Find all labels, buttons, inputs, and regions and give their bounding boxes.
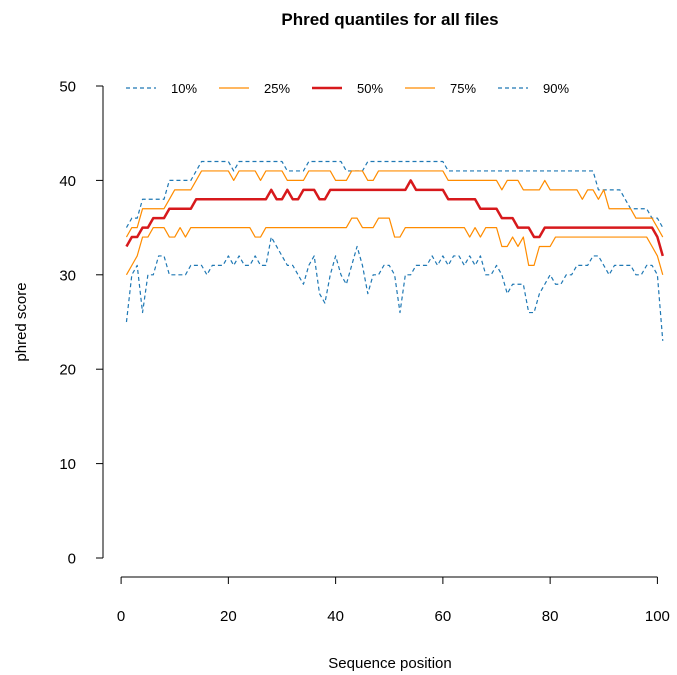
y-tick-label: 0: [68, 551, 76, 568]
legend: 10% 25% 50% 75% 90%: [126, 81, 569, 96]
y-tick-label: 30: [59, 267, 76, 284]
x-axis: 0 20 40 60 80 100: [117, 576, 670, 625]
x-tick-label: 20: [220, 608, 237, 625]
x-tick-label: 80: [542, 608, 559, 625]
series-line-10pct: [125, 236, 664, 341]
legend-label: 25%: [264, 81, 290, 96]
y-axis-label: phred score: [13, 282, 30, 361]
x-tick-label: 0: [117, 608, 125, 625]
chart-title: Phred quantiles for all files: [281, 10, 498, 29]
y-tick-label: 10: [59, 456, 76, 473]
legend-label: 75%: [450, 81, 476, 96]
series-line-75pct: [125, 170, 664, 238]
legend-label: 10%: [171, 81, 197, 96]
series-line-25pct: [125, 217, 664, 276]
legend-label: 50%: [357, 81, 383, 96]
x-tick-label: 40: [327, 608, 344, 625]
x-tick-label: 60: [435, 608, 452, 625]
x-axis-label: Sequence position: [328, 655, 451, 672]
y-tick-label: 40: [59, 173, 76, 190]
y-axis: 0 10 20 30 40 50: [59, 79, 104, 568]
series-line-50pct: [125, 179, 664, 257]
legend-label: 90%: [543, 81, 569, 96]
series-line-90pct: [125, 160, 664, 228]
y-tick-label: 50: [59, 79, 76, 96]
y-tick-label: 20: [59, 362, 76, 379]
plot-area: [125, 160, 664, 341]
x-tick-label: 100: [645, 608, 670, 625]
